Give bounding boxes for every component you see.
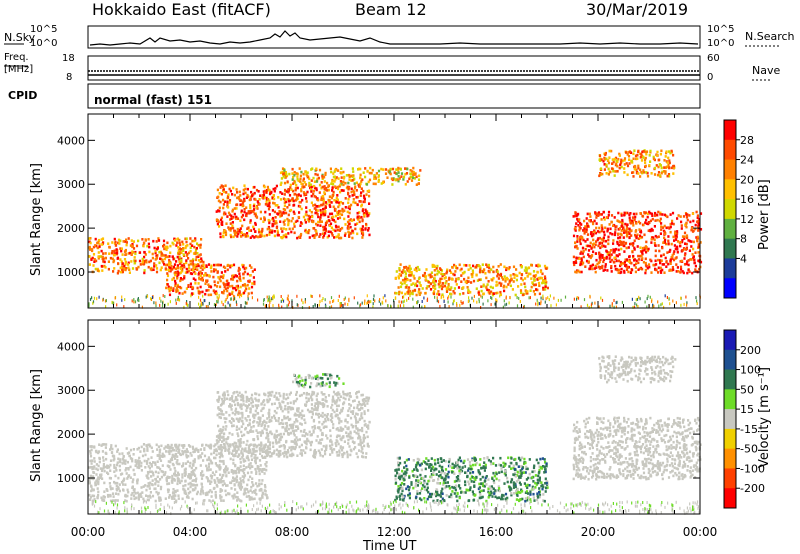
power-ytick-label: 2000: [57, 222, 85, 235]
velocity-echo-region: [88, 442, 269, 503]
velocity-colorbar: 200 100 50 15 -15 -50 -100 -200: [723, 329, 765, 509]
power-colorbar: 28 24 20 16 12 8 4: [723, 119, 754, 299]
freq-tick-bottom: 8: [66, 72, 73, 83]
power-colorbar-tick: 28: [740, 134, 754, 147]
power-colorbar-cell: [724, 139, 736, 161]
nsky-strip: [4, 25, 780, 49]
power-colorbar-tick: 16: [740, 193, 754, 206]
cpid-strip: [87, 83, 701, 109]
x-axis-label: Time UT: [362, 539, 416, 554]
velocity-colorbar-tick: -200: [740, 482, 765, 495]
power-echo-region: [598, 149, 676, 178]
velocity-ytick-label: 4000: [57, 340, 85, 353]
velocity-colorbar-tick: -50: [740, 443, 758, 456]
velocity-colorbar-cell: [724, 409, 736, 430]
velocity-colorbar-tick: 100: [740, 364, 761, 377]
power-colorbar-label: Power [dB]: [757, 179, 772, 250]
x-tick-label: 12:00: [377, 525, 412, 539]
x-tick-label: 00:00: [71, 525, 106, 539]
velocity-ytick-label: 2000: [57, 428, 85, 441]
velocity-colorbar-cell: [724, 369, 736, 390]
velocity-ytick-label: 1000: [57, 472, 85, 485]
velocity-colorbar-tick: 50: [740, 383, 754, 396]
power-ytick-label: 4000: [57, 134, 85, 147]
nsearch-tick-bottom: 10^0: [707, 38, 735, 49]
beam-label: Beam 12: [355, 0, 427, 19]
x-tick-label: 04:00: [173, 525, 208, 539]
nsky-label: N.Sky: [4, 31, 36, 44]
velocity-echo-region: [215, 390, 371, 459]
cpid-label: CPID: [8, 89, 38, 102]
velocity-ylabel: Slant Range [km]: [29, 369, 44, 482]
nsearch-label: N.Search: [745, 30, 795, 43]
power-colorbar-tick: 24: [740, 154, 754, 167]
velocity-ytick-label: 3000: [57, 384, 85, 397]
velocity-colorbar-label: Velocity [m s⁻¹]: [757, 367, 772, 468]
power-echo-region: [279, 166, 422, 187]
freq-nave-strip: [4, 55, 772, 81]
power-colorbar-cell: [724, 258, 736, 279]
power-echo-region: [394, 263, 549, 297]
power-echo-region: [164, 263, 256, 297]
velocity-colorbar-tick: -15: [740, 423, 758, 436]
power-colorbar-tick: 4: [740, 252, 747, 265]
power-colorbar-cell: [724, 199, 736, 220]
power-colorbar-cell: [724, 218, 736, 240]
velocity-echo-region: [292, 373, 345, 389]
power-ground-scatter: [88, 294, 701, 309]
nsky-trace: [89, 30, 699, 46]
nave-tick-top: 60: [707, 53, 720, 64]
nsearch-tick-top: 10^5: [707, 24, 735, 35]
power-echo-region: [572, 210, 703, 275]
power-panel: 4000 3000 2000 1000: [57, 113, 703, 309]
velocity-panel: 4000 3000 2000 1000 00:00 04:00 08:00 12:00 16:0…: [57, 319, 718, 539]
power-ytick-label: 1000: [57, 266, 85, 279]
nsky-tick-bottom: 10^0: [30, 38, 58, 49]
freq-label: Freq.: [4, 52, 29, 63]
velocity-echo-region: [598, 355, 677, 384]
power-colorbar-tick: 8: [740, 233, 747, 246]
nsky-tick-top: 10^5: [30, 24, 58, 35]
power-colorbar-cell: [724, 238, 736, 259]
power-colorbar-tick: 12: [740, 213, 754, 226]
power-colorbar-cell: [724, 120, 736, 141]
freq-tick-top: 18: [62, 53, 75, 64]
velocity-echo-region: [394, 456, 549, 503]
velocity-colorbar-cell: [724, 428, 736, 450]
velocity-ground-scatter: [91, 500, 701, 515]
power-echo-region: [215, 184, 371, 240]
x-tick-label: 00:00: [683, 525, 718, 539]
velocity-colorbar-cell: [724, 330, 736, 351]
power-colorbar-tick: 20: [740, 173, 754, 186]
velocity-colorbar-cell: [724, 448, 736, 469]
x-tick-label: 08:00: [275, 525, 310, 539]
nave-tick-bottom: 0: [707, 72, 714, 83]
velocity-colorbar-cell: [724, 488, 736, 509]
x-tick-label: 16:00: [479, 525, 514, 539]
x-tick-label: 20:00: [581, 525, 616, 539]
velocity-colorbar-cell: [724, 349, 736, 371]
velocity-colorbar-tick: 15: [740, 403, 754, 416]
nave-label: Nave: [752, 64, 781, 77]
date-label: 30/Mar/2019: [586, 0, 689, 19]
power-colorbar-cell: [724, 278, 736, 299]
radar-title: Hokkaido East (fitACF): [92, 0, 271, 19]
velocity-colorbar-cell: [724, 468, 736, 489]
velocity-colorbar-tick: 200: [740, 344, 761, 357]
velocity-colorbar-cell: [724, 389, 736, 410]
power-colorbar-cell: [724, 179, 736, 200]
power-ylabel: Slant Range [km]: [29, 163, 44, 276]
velocity-colorbar-tick: -100: [740, 462, 765, 475]
freq-unit: [MHz]: [4, 64, 34, 75]
cpid-value: normal (fast) 151: [94, 93, 212, 107]
power-colorbar-cell: [724, 159, 736, 180]
power-ytick-label: 3000: [57, 178, 85, 191]
